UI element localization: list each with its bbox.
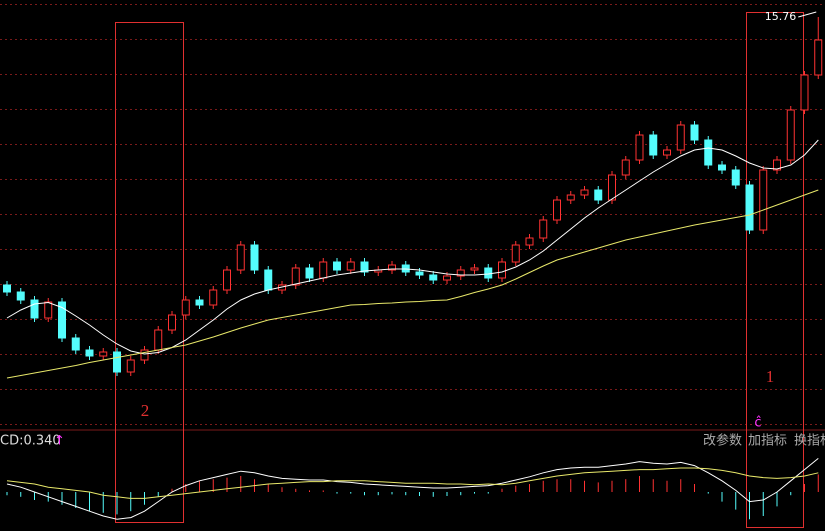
candle-body [429,274,438,281]
candle-body [443,275,451,281]
candle-body [608,174,616,201]
macd-arrow: ↑ [54,434,65,449]
candle-body [759,169,768,231]
candle-body [690,124,699,141]
candle-body [30,299,39,319]
candle-body [635,134,644,161]
candle-body [731,169,740,186]
candle-body [786,109,795,161]
candle-body [85,349,94,357]
button[interactable]: 加指标 [748,434,787,449]
line [6,467,819,499]
candle-body [195,299,204,306]
candle-body [525,237,534,246]
candle-body [718,164,726,171]
annotation: ĉ [754,416,761,431]
candle-body [704,139,713,166]
button[interactable]: 换指标 [794,434,825,449]
high-price-label: 15.76 [765,10,797,23]
candle-body [814,39,823,76]
candle-body [333,261,341,271]
candle-body [566,194,575,201]
candle-body [676,124,685,151]
candle-body [113,351,121,373]
macd-label: CD:0.340 [0,434,61,449]
candle-body [800,74,809,111]
candle-body [126,359,135,373]
candle-body [3,284,11,293]
candle-body [209,289,218,306]
candle-body [580,189,589,196]
candle-body [71,337,80,351]
candle-body [99,351,108,357]
candle-body [223,269,231,291]
annotation: 2 [141,401,150,420]
candle-body [346,261,355,271]
candle-body [553,199,561,221]
price-pointer [798,11,817,18]
highlight-box [746,12,804,528]
candle-body [456,269,465,277]
line [6,139,819,355]
candle-body [621,159,630,176]
candle-body [264,269,273,291]
candle-body [154,329,163,351]
candle-body [470,267,479,271]
line [6,458,819,520]
candle-body [291,267,300,286]
candle-body [594,189,603,201]
line [6,189,819,379]
candle-body [181,299,190,316]
candle-body [305,267,314,279]
candle-body [498,261,506,279]
candle-body [44,301,53,319]
candle-body [236,244,245,271]
candle-body [319,261,328,279]
annotation: 1 [766,367,775,386]
candle-body [415,271,424,276]
candle-body [539,219,548,239]
candle-body [745,184,754,231]
candle-body [140,349,149,361]
candle-body [360,261,369,273]
candle-body [388,264,396,271]
candle-body [168,314,176,331]
candle-body [663,149,671,156]
candle-body [511,244,520,263]
candle-body [773,159,781,171]
highlight-box [115,22,184,523]
candle-body [649,134,658,156]
candle-body [58,301,66,339]
candle-body [484,267,493,279]
candle-body [16,291,25,301]
candle-body [250,244,259,271]
button[interactable]: 改参数 [703,433,742,449]
